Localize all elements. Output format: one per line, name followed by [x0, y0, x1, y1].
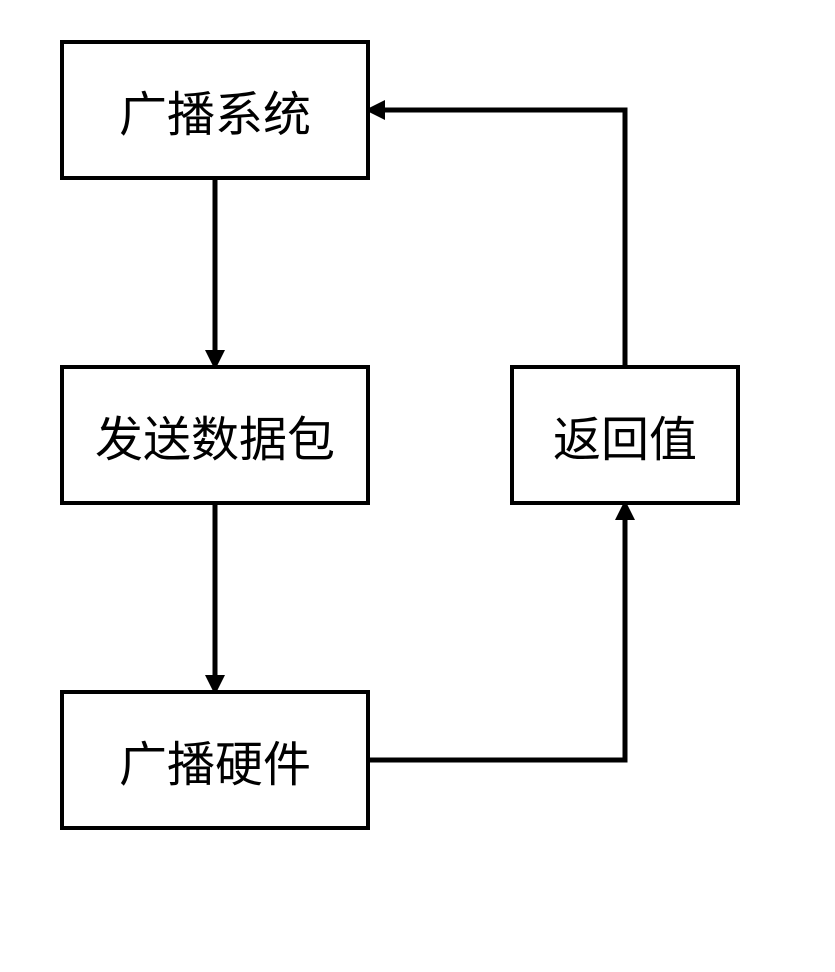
node-label: 发送数据包 — [95, 400, 335, 470]
node-label: 返回值 — [553, 400, 697, 470]
flowchart-node-n4: 返回值 — [510, 365, 740, 505]
flowchart-node-n3: 广播硬件 — [60, 690, 370, 830]
edge-n4-n1 — [370, 110, 625, 365]
edge-n3-n4 — [370, 505, 625, 760]
flowchart-node-n2: 发送数据包 — [60, 365, 370, 505]
flowchart-node-n1: 广播系统 — [60, 40, 370, 180]
node-label: 广播系统 — [119, 75, 311, 145]
node-label: 广播硬件 — [119, 725, 311, 795]
flowchart-diagram: 广播系统发送数据包广播硬件 返回值 — [0, 0, 835, 972]
